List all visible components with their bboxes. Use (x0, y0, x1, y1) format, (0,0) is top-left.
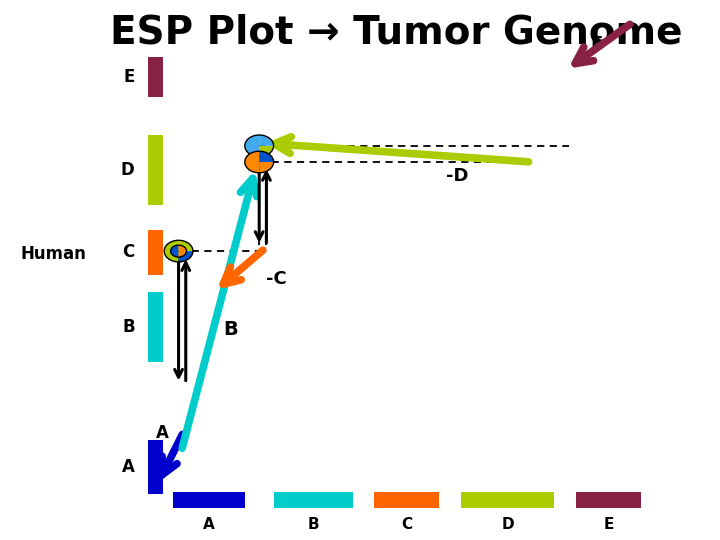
Wedge shape (179, 251, 186, 257)
Wedge shape (164, 240, 179, 262)
Text: D: D (121, 161, 135, 179)
Wedge shape (245, 151, 259, 173)
Wedge shape (179, 251, 193, 262)
Text: -C: -C (266, 269, 287, 287)
Text: E: E (590, 35, 603, 52)
Wedge shape (179, 245, 186, 251)
Bar (374, 492, 439, 508)
Text: -D: -D (446, 167, 469, 185)
Bar (173, 492, 245, 508)
Wedge shape (259, 146, 274, 157)
Text: Human: Human (21, 245, 86, 263)
Text: B: B (307, 517, 319, 532)
Bar (461, 492, 554, 508)
Text: A: A (156, 424, 168, 442)
Wedge shape (259, 135, 274, 146)
Wedge shape (179, 240, 193, 251)
Bar (148, 135, 163, 205)
Text: A: A (122, 458, 135, 476)
Text: A: A (203, 517, 215, 532)
Text: B: B (223, 320, 238, 339)
Text: E: E (603, 517, 613, 532)
Wedge shape (245, 135, 259, 157)
Bar (148, 292, 163, 362)
Wedge shape (259, 162, 274, 173)
Wedge shape (259, 151, 274, 162)
Text: ESP Plot → Tumor Genome: ESP Plot → Tumor Genome (109, 14, 683, 51)
Wedge shape (171, 245, 179, 257)
Bar (274, 492, 353, 508)
Bar (148, 440, 163, 494)
Text: C: C (122, 244, 135, 261)
Bar (576, 492, 641, 508)
Text: D: D (501, 517, 514, 532)
Bar (148, 57, 163, 97)
Text: E: E (123, 68, 135, 86)
Bar (148, 230, 163, 275)
Text: B: B (122, 318, 135, 336)
Text: C: C (401, 517, 413, 532)
